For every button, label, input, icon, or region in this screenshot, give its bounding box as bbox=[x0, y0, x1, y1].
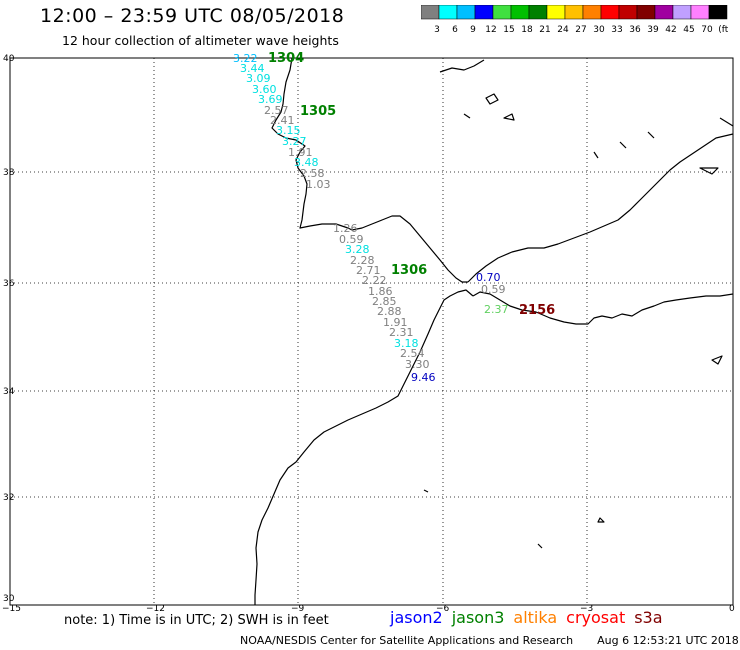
y-tick-label: 34 bbox=[3, 387, 15, 397]
scale-label: 3 bbox=[434, 25, 440, 35]
footnote: note: 1) Time is in UTC; 2) SWH is in fe… bbox=[64, 613, 329, 628]
pass-label: 2156 bbox=[519, 303, 555, 318]
wave-height-value: 3.15 bbox=[276, 124, 301, 137]
satellite-altika: altika bbox=[513, 608, 558, 627]
wave-height-value: 3.09 bbox=[246, 72, 271, 85]
scale-label: 33 bbox=[611, 25, 622, 35]
pass-labels: 1304 1305 1306 2156 bbox=[268, 51, 555, 318]
x-tick-label: 0 bbox=[729, 604, 735, 614]
wave-height-value: 3.48 bbox=[294, 156, 319, 169]
wave-height-value: 2.28 bbox=[350, 254, 375, 267]
scale-label: 21 bbox=[539, 25, 550, 35]
y-tick-label: 30 bbox=[3, 594, 15, 604]
x-tick-label: −12 bbox=[146, 604, 165, 614]
wave-height-value: 3.28 bbox=[345, 243, 370, 256]
scale-label: 12 bbox=[485, 25, 496, 35]
satellite-legend: jason2 jason3 altika cryosat s3a bbox=[390, 608, 672, 627]
scale-label: 24 bbox=[557, 25, 569, 35]
y-tick-label: 32 bbox=[3, 493, 14, 503]
pass-label: 1304 bbox=[268, 51, 304, 66]
wave-height-value: 1.26 bbox=[333, 222, 358, 235]
scale-label: 45 bbox=[683, 25, 694, 35]
wave-height-value: 2.54 bbox=[400, 347, 425, 360]
scale-label: 39 bbox=[647, 25, 659, 35]
map-frame bbox=[9, 57, 734, 606]
x-tick-label: −9 bbox=[291, 604, 305, 614]
wave-height-value: 3.60 bbox=[252, 83, 277, 96]
wave-height-value: 9.46 bbox=[411, 371, 436, 384]
map-title: 12:00 – 23:59 UTC 08/05/2018 bbox=[40, 5, 345, 27]
satellite-cryosat: cryosat bbox=[566, 608, 626, 627]
scale-swatch bbox=[708, 5, 728, 20]
wave-height-value: 1.91 bbox=[288, 146, 313, 159]
satellite-jason3: jason3 bbox=[451, 608, 505, 627]
lat-lon-grid bbox=[10, 58, 733, 605]
wave-height-value: 3.69 bbox=[258, 93, 283, 106]
y-tick-label: 40 bbox=[3, 54, 15, 64]
wave-height-value: 0.59 bbox=[339, 233, 364, 246]
wave-height-value: 3.44 bbox=[240, 62, 265, 75]
wave-height-value: 2.57 bbox=[264, 104, 289, 117]
wave-height-value: 1.03 bbox=[306, 178, 331, 191]
scale-label: 15 bbox=[503, 25, 514, 35]
wave-height-value: 2.58 bbox=[300, 167, 325, 180]
generated-timestamp: Aug 6 12:53:21 UTC 2018 bbox=[597, 634, 739, 647]
wave-height-value: 2.41 bbox=[270, 114, 295, 127]
scale-label: 9 bbox=[470, 25, 476, 35]
map-subtitle: 12 hour collection of altimeter wave hei… bbox=[62, 33, 339, 48]
credit-line: NOAA/NESDIS Center for Satellite Applica… bbox=[240, 634, 739, 647]
y-tick-label: 38 bbox=[3, 168, 15, 178]
wave-height-value: 2.85 bbox=[372, 295, 397, 308]
wave-height-value: 0.59 bbox=[481, 283, 506, 296]
wave-height-value: 3.18 bbox=[394, 337, 419, 350]
scale-label: (ft) bbox=[718, 25, 728, 35]
wave-height-value: 0.70 bbox=[476, 271, 501, 284]
wave-height-value: 3.22 bbox=[233, 52, 258, 65]
wave-height-value: 3.27 bbox=[282, 135, 307, 148]
pass-label: 1306 bbox=[391, 263, 427, 278]
satellite-s3a: s3a bbox=[634, 608, 663, 627]
wave-height-value: 2.37 bbox=[484, 303, 509, 316]
y-axis-ticks: 40 38 36 34 32 30 bbox=[3, 54, 15, 604]
x-axis-ticks: −15 −12 −9 −6 −3 0 bbox=[2, 604, 735, 614]
pass-label: 1305 bbox=[300, 104, 336, 119]
wave-height-value: 1.91 bbox=[383, 316, 408, 329]
wave-height-value: 2.71 bbox=[356, 264, 381, 277]
scale-label: 18 bbox=[521, 25, 533, 35]
credit-text: NOAA/NESDIS Center for Satellite Applica… bbox=[240, 634, 574, 647]
y-tick-label: 36 bbox=[3, 279, 15, 289]
wave-height-value: 2.22 bbox=[362, 274, 387, 287]
x-tick-label: −3 bbox=[580, 604, 593, 614]
scale-label: 70 bbox=[701, 25, 713, 35]
wave-height-value: 3.30 bbox=[405, 358, 430, 371]
wave-height-value: 2.88 bbox=[377, 305, 402, 318]
coastline bbox=[254, 57, 734, 605]
wave-height-labels: 3.223.443.093.603.692.572.413.153.271.91… bbox=[233, 52, 509, 384]
scale-label: 6 bbox=[452, 25, 458, 35]
wave-height-value: 1.86 bbox=[368, 285, 393, 298]
x-tick-label: −15 bbox=[2, 604, 21, 614]
satellite-jason2: jason2 bbox=[390, 608, 443, 627]
x-tick-label: −6 bbox=[436, 604, 450, 614]
wave-height-value: 2.31 bbox=[389, 326, 414, 339]
scale-label: 42 bbox=[665, 25, 676, 35]
scale-label: 27 bbox=[575, 25, 586, 35]
scale-label: 36 bbox=[629, 25, 641, 35]
scale-label: 30 bbox=[593, 25, 605, 35]
